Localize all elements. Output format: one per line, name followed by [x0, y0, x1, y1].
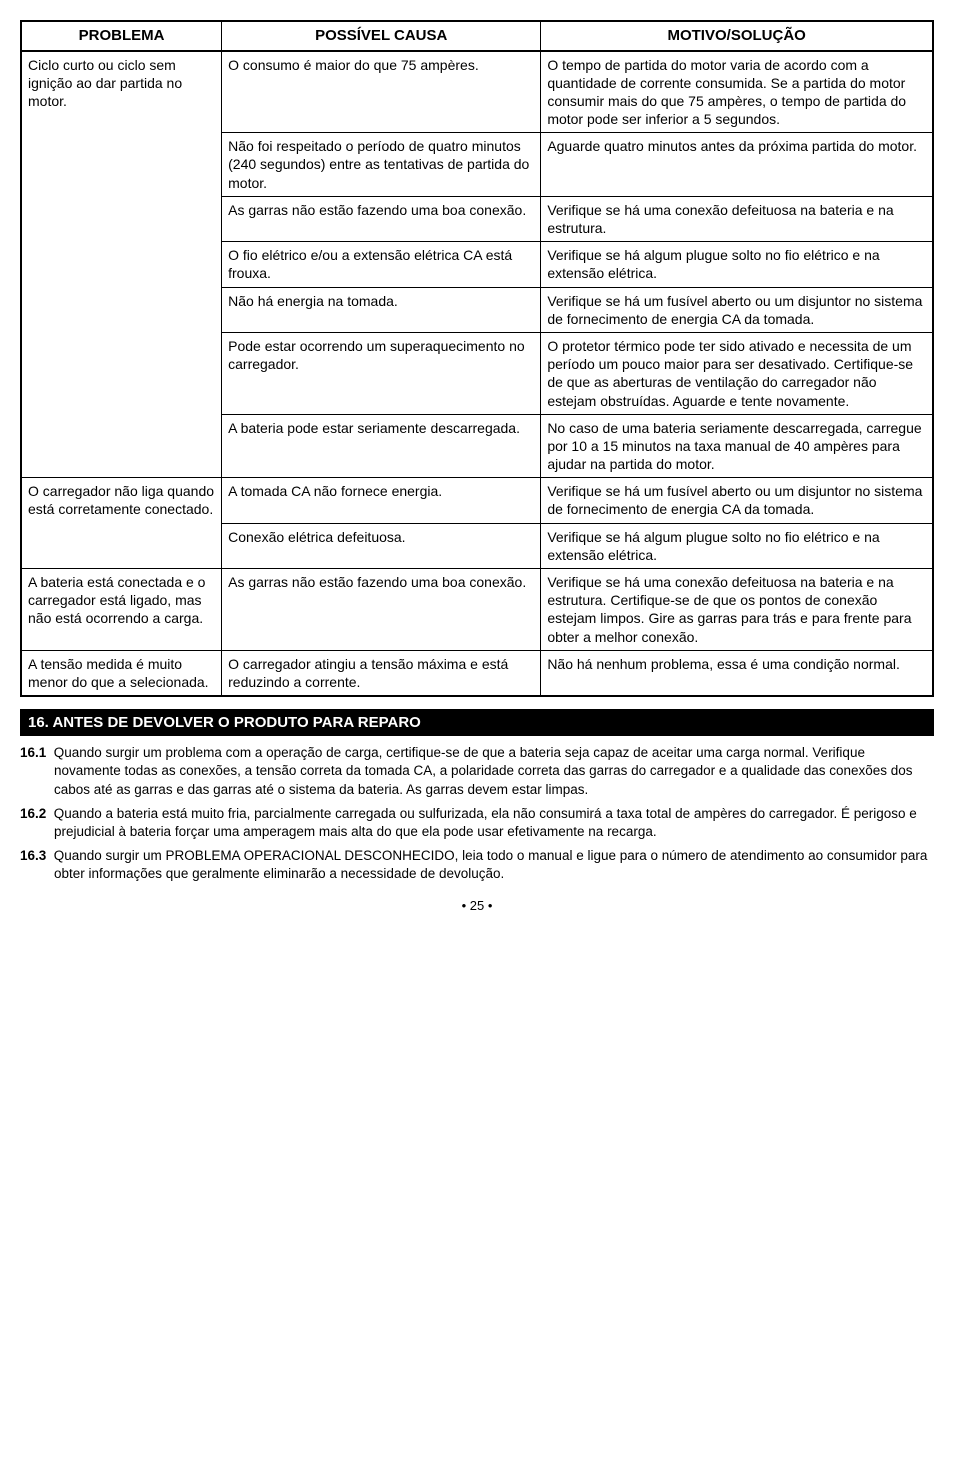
section-item: 16.3 Quando surgir um PROBLEMA OPERACION… — [20, 847, 934, 883]
header-problema: PROBLEMA — [21, 21, 222, 51]
section-header: 16. ANTES DE DEVOLVER O PRODUTO PARA REP… — [20, 709, 934, 736]
problema-cell: O carregador não liga quando está corret… — [21, 478, 222, 569]
causa-cell: Conexão elétrica defeituosa. — [222, 523, 541, 568]
table-row: O carregador não liga quando está corret… — [21, 478, 933, 523]
item-number: 16.2 — [20, 805, 50, 823]
motivo-cell: Verifique se há um fusível aberto ou um … — [541, 287, 933, 332]
motivo-cell: Verifique se há uma conexão defeituosa n… — [541, 569, 933, 651]
header-causa: POSSÍVEL CAUSA — [222, 21, 541, 51]
causa-cell: A bateria pode estar seriamente descarre… — [222, 414, 541, 478]
table-row: A bateria está conectada e o carregador … — [21, 569, 933, 651]
causa-cell: A tomada CA não fornece energia. — [222, 478, 541, 523]
causa-cell: As garras não estão fazendo uma boa cone… — [222, 569, 541, 651]
problema-cell: A tensão medida é muito menor do que a s… — [21, 650, 222, 696]
page-number: • 25 • — [20, 898, 934, 913]
motivo-cell: Aguarde quatro minutos antes da próxima … — [541, 133, 933, 197]
motivo-cell: No caso de uma bateria seriamente descar… — [541, 414, 933, 478]
causa-cell: As garras não estão fazendo uma boa cone… — [222, 196, 541, 241]
motivo-cell: Verifique se há um fusível aberto ou um … — [541, 478, 933, 523]
section-item: 16.2 Quando a bateria está muito fria, p… — [20, 805, 934, 841]
item-number: 16.3 — [20, 847, 50, 865]
item-number: 16.1 — [20, 744, 50, 762]
motivo-cell: Verifique se há algum plugue solto no fi… — [541, 242, 933, 287]
motivo-cell: O protetor térmico pode ter sido ativado… — [541, 332, 933, 414]
causa-cell: O consumo é maior do que 75 ampères. — [222, 51, 541, 133]
motivo-cell: Verifique se há uma conexão defeituosa n… — [541, 196, 933, 241]
causa-cell: O fio elétrico e/ou a extensão elétrica … — [222, 242, 541, 287]
motivo-cell: Verifique se há algum plugue solto no fi… — [541, 523, 933, 568]
header-motivo: MOTIVO/SOLUÇÃO — [541, 21, 933, 51]
problema-cell: A bateria está conectada e o carregador … — [21, 569, 222, 651]
motivo-cell: Não há nenhum problema, essa é uma condi… — [541, 650, 933, 696]
causa-cell: O carregador atingiu a tensão máxima e e… — [222, 650, 541, 696]
causa-cell: Não foi respeitado o período de quatro m… — [222, 133, 541, 197]
troubleshooting-table: PROBLEMA POSSÍVEL CAUSA MOTIVO/SOLUÇÃO C… — [20, 20, 934, 697]
causa-cell: Pode estar ocorrendo um superaquecimento… — [222, 332, 541, 414]
table-row: Ciclo curto ou ciclo sem ignição ao dar … — [21, 51, 933, 133]
section-item: 16.1 Quando surgir um problema com a ope… — [20, 744, 934, 799]
motivo-cell: O tempo de partida do motor varia de aco… — [541, 51, 933, 133]
problema-cell: Ciclo curto ou ciclo sem ignição ao dar … — [21, 51, 222, 478]
table-row: A tensão medida é muito menor do que a s… — [21, 650, 933, 696]
causa-cell: Não há energia na tomada. — [222, 287, 541, 332]
